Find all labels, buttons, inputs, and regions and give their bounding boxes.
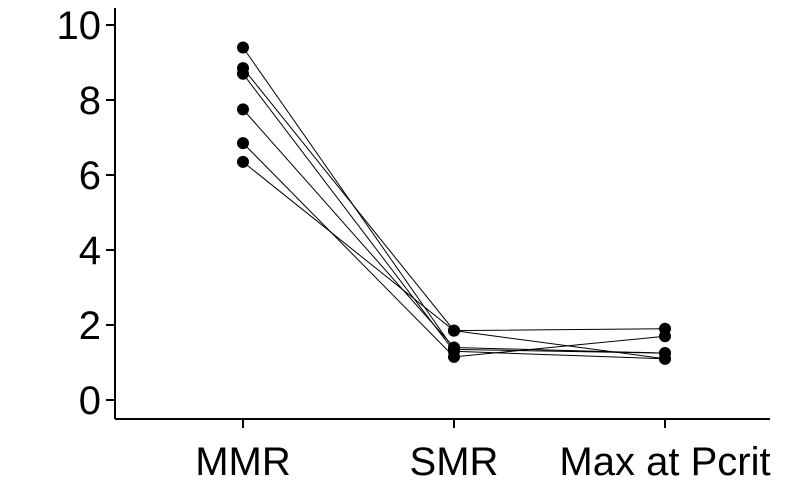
series-line — [242, 73, 666, 360]
x-tick-label: MMR — [195, 440, 291, 484]
x-tick-label: Max at Pcrit — [559, 440, 770, 484]
axes — [106, 8, 770, 428]
series-line — [242, 109, 666, 354]
data-point — [237, 41, 249, 54]
data-point — [448, 324, 460, 337]
data-point — [448, 341, 460, 354]
series-line — [242, 47, 666, 354]
x-tick-label: SMR — [410, 440, 499, 484]
series-points — [237, 41, 671, 365]
y-tick-label: 6 — [79, 154, 101, 198]
y-tick-label: 8 — [79, 79, 101, 123]
y-tick-label: 0 — [79, 379, 101, 423]
data-point — [659, 330, 671, 343]
y-tick-label: 2 — [79, 304, 101, 348]
data-point — [659, 352, 671, 365]
tick-labels: 0 2 4 6 8 10 MMR SMR Max at Pcrit — [57, 4, 771, 484]
data-point — [237, 155, 249, 168]
y-tick-label: 10 — [57, 4, 102, 48]
data-point — [237, 67, 249, 80]
data-point — [448, 350, 460, 363]
data-point — [237, 137, 249, 150]
y-tick-label: 4 — [79, 229, 101, 273]
series-line — [242, 67, 666, 332]
series-lines — [242, 47, 666, 360]
data-point — [237, 103, 249, 116]
